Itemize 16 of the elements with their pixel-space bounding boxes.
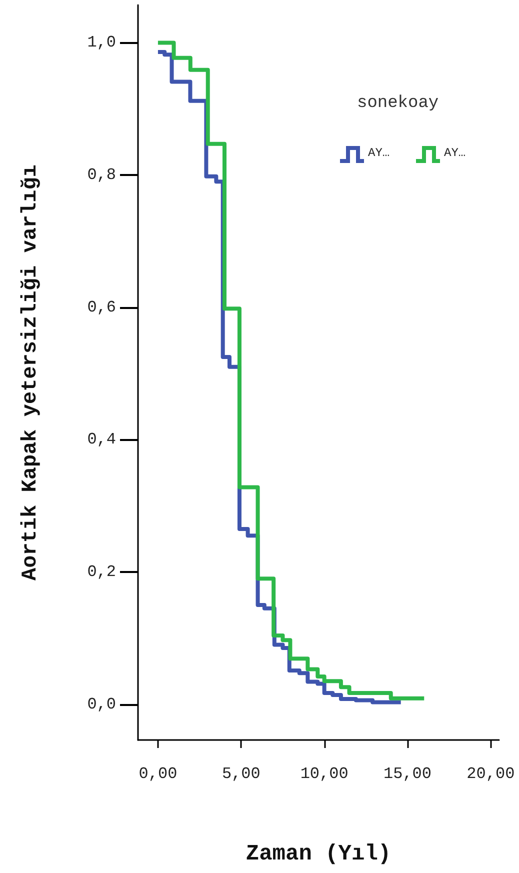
legend-label: AY…: [444, 146, 466, 160]
y-axis-title: Aortik Kapak yetersizliği varlığı: [20, 164, 42, 580]
y-tick-label: 0,2: [87, 562, 116, 581]
x-tick-label: 0,00: [138, 765, 178, 783]
y-tick-label: 0,0: [87, 695, 116, 714]
y-tick-label: 1,0: [87, 34, 116, 52]
legend-label: AY…: [368, 146, 390, 160]
x-tick-label: 15,00: [383, 765, 432, 783]
x-axis-title: Zaman (Yıl): [246, 842, 392, 866]
y-tick-label: 0,6: [87, 298, 116, 316]
legend-title: sonekoay: [357, 94, 439, 113]
x-tick-label: 20,00: [466, 765, 515, 783]
x-tick-label: 5,00: [222, 765, 260, 783]
y-tick-label: 0,4: [87, 430, 116, 449]
y-tick-label: 0,8: [87, 166, 116, 184]
x-tick-label: 10,00: [300, 765, 348, 783]
